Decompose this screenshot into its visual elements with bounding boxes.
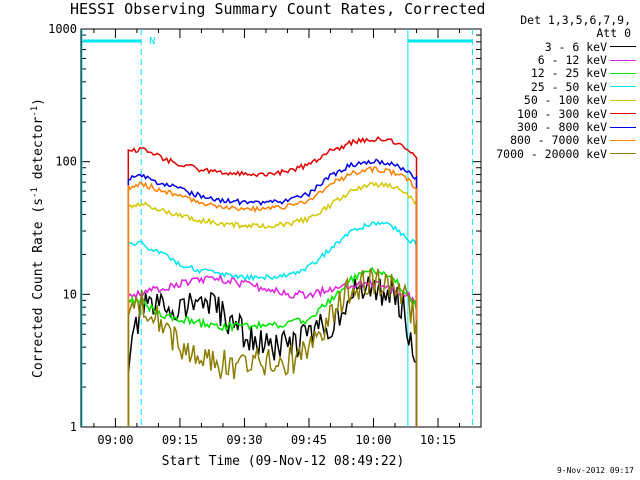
series-line [127,136,418,427]
plot-axes: 1 10 100 1000 09:00 09:15 09:30 09:45 10:00 10:15 [48,22,482,447]
legend-item: 6 - 12 keV [478,53,636,68]
legend-label: 25 - 50 keV [530,79,607,94]
legend-swatch [610,113,636,115]
legend-label: 7000 - 20000 keV [496,146,607,161]
legend-item: 7000 - 20000 keV [478,146,636,161]
y-tick-label: 1 [70,420,77,434]
series-line [127,165,418,427]
plot-timestamp: 9-Nov-2012 09:17 [556,466,634,475]
legend-label: 12 - 25 keV [530,66,607,81]
legend: 3 - 6 keV 6 - 12 keV 12 - 25 keV 25 - 50 ke… [478,40,636,161]
x-tick-label: 10:15 [420,433,456,447]
series-line [127,221,418,427]
legend-item: 25 - 50 keV [478,79,636,94]
y-tick-label: 10 [63,287,77,301]
x-axis-label: Start Time (09-Nov-12 08:49:22) [161,454,405,469]
legend-label: 3 - 6 keV [544,39,607,54]
legend-swatch [610,153,636,155]
legend-label: 50 - 100 keV [523,93,607,108]
legend-label: 300 - 800 keV [516,120,607,135]
series-line [127,276,418,427]
series-lines [127,136,418,427]
legend-swatch [610,86,636,88]
legend-item: 300 - 800 keV [478,120,636,135]
legend-swatch [610,72,636,74]
legend-header-line1: Det 1,3,5,6,7,9, [520,13,631,27]
legend-header-line2: Att 0 [596,26,631,40]
x-tick-label: 09:00 [97,433,133,447]
night-flag-label: N [149,36,155,47]
legend-item: 12 - 25 keV [478,66,636,81]
y-axis-label: Corrected Count Rate (s-1 detector-1) [29,98,47,378]
x-tick-label: 09:30 [226,433,262,447]
legend-swatch [610,46,636,48]
series-line [127,158,418,427]
legend-item: 100 - 300 keV [478,106,636,121]
legend-swatch [610,126,636,128]
chart-title: HESSI Observing Summary Count Rates, Cor… [70,0,486,18]
legend-label: 6 - 12 keV [537,53,607,68]
series-line [127,181,418,427]
legend-swatch [610,59,636,61]
x-tick-label: 09:15 [162,433,198,447]
legend-label: 100 - 300 keV [516,106,607,121]
y-tick-label: 1000 [48,22,77,36]
legend-swatch [610,139,636,141]
legend-item: 800 - 7000 keV [478,133,636,148]
flag-markers: N [81,29,473,427]
legend-item: 50 - 100 keV [478,93,636,108]
x-tick-label: 09:45 [291,433,327,447]
series-line [127,268,418,427]
plot-frame [80,28,482,428]
legend-item: 3 - 6 keV [478,39,636,54]
x-tick-label: 10:00 [355,433,391,447]
legend-label: 800 - 7000 keV [510,133,607,148]
legend-swatch [610,99,636,101]
y-tick-label: 100 [55,155,77,169]
